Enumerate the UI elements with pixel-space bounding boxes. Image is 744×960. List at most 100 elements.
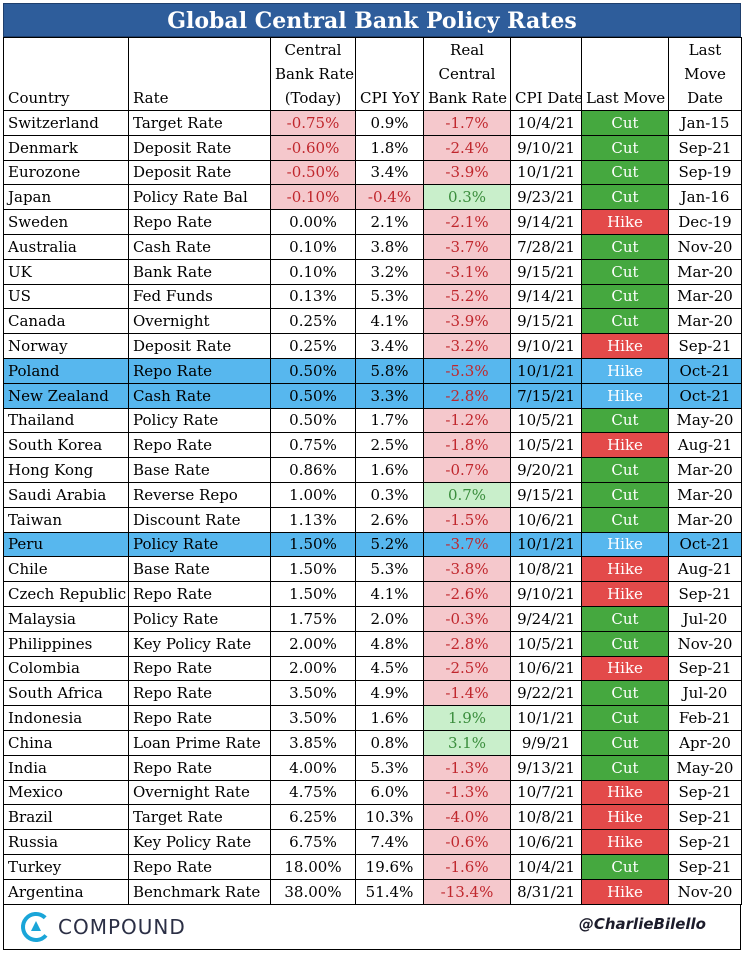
last-move-cell: Cut (581, 853, 669, 880)
header-real-line2: Central (438, 65, 496, 83)
central-bank-rate-cell: 1.50% (270, 581, 356, 607)
last-move-cell: Cut (581, 407, 669, 434)
real-rate-cell: -3.1% (423, 258, 511, 285)
last-move-date-cell: Sep-21 (668, 134, 742, 161)
header-cb-line2: Bank Rate (275, 65, 354, 83)
table-row: Eurozone Deposit Rate -0.50% 3.4% -3.9% 10/1/… (3, 159, 742, 186)
central-bank-rate-cell: 1.50% (270, 531, 356, 558)
central-bank-rate-cell: 3.85% (270, 729, 356, 756)
last-move-cell: Cut (581, 308, 669, 335)
rate-type-cell: Cash Rate (128, 382, 271, 409)
last-move-date-cell: Nov-20 (668, 878, 742, 905)
cpi-yoy-cell: 1.7% (355, 407, 424, 434)
cpi-yoy-cell: 1.8% (355, 134, 424, 161)
table-row: Taiwan Discount Rate 1.13% 2.6% -1.5% 10/6/21… (3, 506, 742, 533)
rate-type-cell: Repo Rate (128, 655, 271, 682)
header-last-move-date: Last Move Date (668, 37, 742, 111)
central-bank-rate-cell: 18.00% (270, 853, 356, 880)
rate-type-cell: Repo Rate (128, 680, 271, 707)
last-move-date-cell: Oct-21 (668, 531, 742, 558)
central-bank-rate-cell: 2.00% (270, 655, 356, 682)
last-move-cell: Hike (581, 382, 669, 409)
country-cell: Australia (3, 233, 129, 260)
last-move-cell: Cut (581, 233, 669, 260)
last-move-cell: Hike (581, 209, 669, 235)
cpi-yoy-cell: 10.3% (355, 804, 424, 831)
table-row: South Korea Repo Rate 0.75% 2.5% -1.8% 10/5/2… (3, 432, 742, 459)
rate-type-cell: Overnight Rate (128, 779, 271, 806)
real-rate-cell: -3.7% (423, 531, 511, 558)
country-cell: Thailand (3, 407, 129, 434)
cpi-yoy-cell: 0.9% (355, 110, 424, 136)
rate-type-cell: Repo Rate (128, 209, 271, 235)
cpi-date-cell: 9/15/21 (510, 308, 582, 335)
central-bank-rate-cell: 0.25% (270, 308, 356, 335)
country-cell: Norway (3, 333, 129, 359)
country-cell: Canada (3, 308, 129, 335)
central-bank-rate-cell: 1.50% (270, 556, 356, 583)
header-real-line3: Bank Rate (428, 89, 507, 107)
table-row: Brazil Target Rate 6.25% 10.3% -4.0% 10/8/21 H… (3, 804, 742, 831)
real-rate-cell: -1.3% (423, 754, 511, 781)
country-cell: Malaysia (3, 605, 129, 632)
central-bank-rate-cell: 0.50% (270, 382, 356, 409)
central-bank-rate-cell: 0.86% (270, 457, 356, 483)
cpi-date-cell: 9/14/21 (510, 209, 582, 235)
last-move-date-cell: Dec-19 (668, 209, 742, 235)
central-bank-rate-cell: 0.10% (270, 233, 356, 260)
central-bank-rate-cell: 1.00% (270, 481, 356, 508)
last-move-date-cell: Nov-20 (668, 630, 742, 657)
central-bank-rate-cell: 4.00% (270, 754, 356, 781)
country-cell: Chile (3, 556, 129, 583)
last-move-date-cell: Aug-21 (668, 432, 742, 459)
real-rate-cell: -2.8% (423, 382, 511, 409)
cpi-date-cell: 9/23/21 (510, 184, 582, 211)
table-row: China Loan Prime Rate 3.85% 0.8% 3.1% 9/9/21 C… (3, 729, 742, 756)
last-move-date-cell: Sep-21 (668, 804, 742, 831)
header-rate: Rate (128, 37, 271, 111)
cpi-date-cell: 10/1/21 (510, 531, 582, 558)
rate-type-cell: Benchmark Rate (128, 878, 271, 905)
cpi-date-cell: 8/31/21 (510, 878, 582, 905)
table-row: Denmark Deposit Rate -0.60% 1.8% -2.4% 9/10/2… (3, 134, 742, 161)
table-body: Switzerland Target Rate -0.75% 0.9% -1.7% 10/… (3, 110, 742, 905)
cpi-date-cell: 10/1/21 (510, 705, 582, 731)
header-last-move: Last Move (581, 37, 669, 111)
cpi-yoy-cell: 4.1% (355, 581, 424, 607)
central-bank-rate-cell: 38.00% (270, 878, 356, 905)
rate-type-cell: Base Rate (128, 556, 271, 583)
real-rate-cell: 3.1% (423, 729, 511, 756)
last-move-cell: Cut (581, 705, 669, 731)
last-move-date-cell: Oct-21 (668, 382, 742, 409)
cpi-date-cell: 7/28/21 (510, 233, 582, 260)
page-title: Global Central Bank Policy Rates (3, 3, 741, 37)
header-cb-line1: Central (284, 41, 342, 59)
cpi-yoy-cell: 6.0% (355, 779, 424, 806)
last-move-date-cell: Mar-20 (668, 308, 742, 335)
country-cell: Switzerland (3, 110, 129, 136)
country-cell: Turkey (3, 853, 129, 880)
cpi-date-cell: 9/13/21 (510, 754, 582, 781)
compound-logo: COMPOUND (20, 910, 186, 944)
rate-type-cell: Policy Rate (128, 531, 271, 558)
country-cell: UK (3, 258, 129, 285)
real-rate-cell: -1.5% (423, 506, 511, 533)
real-rate-cell: -2.8% (423, 630, 511, 657)
table-row: India Repo Rate 4.00% 5.3% -1.3% 9/13/21 Cut Ma… (3, 754, 742, 781)
central-bank-rate-cell: -0.10% (270, 184, 356, 211)
header-cb-line3: (Today) (284, 89, 342, 107)
last-move-cell: Hike (581, 829, 669, 855)
last-move-date-cell: Aug-21 (668, 556, 742, 583)
country-cell: Czech Republic (3, 581, 129, 607)
real-rate-cell: -2.5% (423, 655, 511, 682)
last-move-cell: Cut (581, 506, 669, 533)
central-bank-rate-cell: 1.75% (270, 605, 356, 632)
rate-type-cell: Target Rate (128, 110, 271, 136)
table-row: Sweden Repo Rate 0.00% 2.1% -2.1% 9/14/21 Hike… (3, 209, 742, 235)
real-rate-cell: -3.9% (423, 308, 511, 335)
table-row: South Africa Repo Rate 3.50% 4.9% -1.4% 9/22/… (3, 680, 742, 707)
real-rate-cell: -1.3% (423, 779, 511, 806)
cpi-yoy-cell: 3.2% (355, 258, 424, 285)
table-row: Thailand Policy Rate 0.50% 1.7% -1.2% 10/5/21… (3, 407, 742, 434)
table-row: Czech Republic Repo Rate 1.50% 4.1% -2.6% 9/1… (3, 581, 742, 607)
